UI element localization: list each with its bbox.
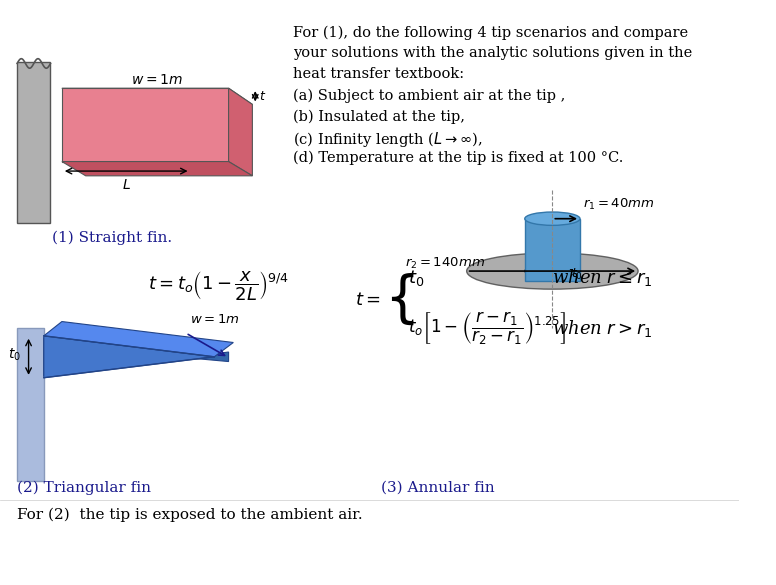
Text: when $r\leq r_1$: when $r\leq r_1$ <box>553 267 653 288</box>
Text: $t =$: $t =$ <box>355 291 381 309</box>
Polygon shape <box>43 336 214 378</box>
Polygon shape <box>62 88 252 104</box>
Text: $r_1 = 40mm$: $r_1 = 40mm$ <box>583 197 655 212</box>
Text: when $r > r_1$: when $r > r_1$ <box>553 318 653 339</box>
Ellipse shape <box>525 212 580 225</box>
Text: heat transfer textbook:: heat transfer textbook: <box>293 67 465 81</box>
Text: For (1), do the following 4 tip scenarios and compare: For (1), do the following 4 tip scenario… <box>293 25 688 40</box>
Polygon shape <box>43 338 229 376</box>
Text: $t_o\left[1-\left(\dfrac{r-r_1}{r_2-r_1}\right)^{1.25}\right]$: $t_o\left[1-\left(\dfrac{r-r_1}{r_2-r_1}… <box>407 309 566 347</box>
Text: $t = t_o\left(1-\dfrac{x}{2L}\right)^{9/4}$: $t = t_o\left(1-\dfrac{x}{2L}\right)^{9/… <box>147 269 289 302</box>
Text: (b) Insulated at the tip,: (b) Insulated at the tip, <box>293 109 466 123</box>
Text: your solutions with the analytic solutions given in the: your solutions with the analytic solutio… <box>293 46 693 60</box>
Text: $t$: $t$ <box>259 90 266 104</box>
FancyBboxPatch shape <box>17 328 43 481</box>
Polygon shape <box>62 161 252 176</box>
Text: (a) Subject to ambient air at the tip ,: (a) Subject to ambient air at the tip , <box>293 88 566 102</box>
Text: $w = 1m$: $w = 1m$ <box>131 73 183 87</box>
FancyBboxPatch shape <box>525 219 580 281</box>
Text: $r_2 =140mm$: $r_2 =140mm$ <box>405 256 485 271</box>
Text: $t_0$: $t_0$ <box>8 347 20 363</box>
Text: For (2)  the tip is exposed to the ambient air.: For (2) the tip is exposed to the ambien… <box>17 507 362 522</box>
Polygon shape <box>62 88 229 161</box>
Text: $t_0$: $t_0$ <box>407 268 424 288</box>
Polygon shape <box>43 322 234 357</box>
Text: (3) Annular fin: (3) Annular fin <box>381 481 494 494</box>
Text: (d) Temperature at the tip is fixed at 100 °C.: (d) Temperature at the tip is fixed at 1… <box>293 151 624 166</box>
Text: (c) Infinity length ($L \rightarrow \infty$),: (c) Infinity length ($L \rightarrow \inf… <box>293 130 483 149</box>
Text: (2) Triangular fin: (2) Triangular fin <box>17 481 151 495</box>
Ellipse shape <box>466 253 638 289</box>
Ellipse shape <box>525 264 580 278</box>
Polygon shape <box>229 88 252 176</box>
FancyBboxPatch shape <box>17 61 50 223</box>
Text: $w = 1m$: $w = 1m$ <box>190 314 240 326</box>
Text: $L$: $L$ <box>123 178 131 192</box>
Text: $t_0$: $t_0$ <box>571 267 584 283</box>
Text: $\{$: $\{$ <box>384 272 414 328</box>
Text: (1) Straight fin.: (1) Straight fin. <box>53 231 172 246</box>
